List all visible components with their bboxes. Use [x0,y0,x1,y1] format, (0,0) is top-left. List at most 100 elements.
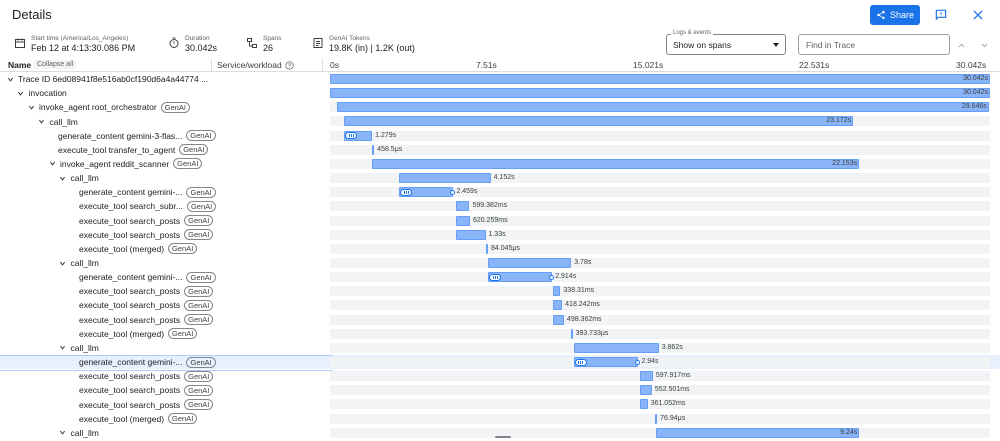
span-row[interactable]: execute_tool (merged) GenAI 76.94μs [0,412,1000,426]
span-bar[interactable] [372,158,860,169]
genai-badge: GenAI [186,130,216,142]
feedback-button[interactable] [932,6,950,24]
span-row[interactable]: generate_content gemini-... GenAI 2.459s [0,185,1000,199]
chevron-down-icon[interactable] [17,89,25,97]
chevron-down-icon[interactable] [59,344,67,352]
timeline-tick: 0s [330,60,339,70]
span-bar[interactable] [337,102,989,113]
span-row[interactable]: generate_content gemini-3-flas... GenAI 1.… [0,129,1000,143]
logs-events-select[interactable]: Logs & events Show on spans [666,30,786,55]
span-name: execute_tool search_posts [79,399,181,410]
span-bar[interactable] [399,173,491,184]
genai-event-icon[interactable] [400,188,413,196]
span-row[interactable]: call_llm 3.78s [0,256,1000,270]
span-row[interactable]: Trace ID 6ed08941f8e516ab0cf190d6a4a4477… [0,72,1000,86]
span-row[interactable]: generate_content gemini-... GenAI 2.914s [0,270,1000,284]
resize-handle[interactable] [495,436,511,438]
span-bar[interactable] [344,130,373,141]
span-bar[interactable] [570,328,573,339]
span-bar[interactable] [456,201,470,212]
timeline-lane [330,130,990,141]
span-bar[interactable] [344,116,854,127]
chevron-down-icon [981,43,987,47]
span-name: invoke_agent reddit_scanner [60,158,170,169]
span-row[interactable]: call_llm 9.24s [0,426,1000,440]
span-bar[interactable] [639,399,648,410]
span-duration: 2.914s [555,273,577,281]
span-bar[interactable] [330,88,990,99]
span-row[interactable]: execute_tool search_posts GenAI 552.501ms [0,383,1000,397]
event-marker[interactable] [549,274,555,280]
collapse-all-button[interactable]: Collapse all [34,60,77,69]
help-icon[interactable] [285,60,294,70]
genai-badge: GenAI [184,285,214,297]
span-row[interactable]: execute_tool (merged) GenAI 84.045μs [0,242,1000,256]
span-bar[interactable] [552,314,564,325]
span-name: execute_tool search_posts [79,385,181,396]
chevron-down-icon[interactable] [59,259,67,267]
chevron-down-icon[interactable] [48,160,56,168]
column-divider[interactable] [322,59,323,71]
chevron-down-icon[interactable] [59,429,67,437]
span-bar[interactable] [488,257,572,268]
span-bar[interactable] [330,74,990,84]
span-bar[interactable] [573,342,659,353]
span-row[interactable]: execute_tool search_subr... GenAI 599.382m… [0,199,1000,213]
chevron-down-icon[interactable] [59,174,67,182]
span-row[interactable]: execute_tool search_posts GenAI 338.31ms [0,284,1000,298]
span-bar[interactable] [456,215,470,226]
span-row[interactable]: execute_tool (merged) GenAI 393.733μs [0,327,1000,341]
span-name-cell: invoke_agent reddit_scanner GenAI [48,157,203,171]
timeline-tick: 7.51s [476,60,497,70]
span-row[interactable]: execute_tool search_posts GenAI 361.052ms [0,397,1000,411]
chevron-down-icon[interactable] [6,75,14,83]
span-bar[interactable] [456,229,486,240]
share-label: Share [889,10,915,20]
next-match-button[interactable] [978,39,990,51]
span-row[interactable]: call_llm 3.862s [0,341,1000,355]
span-row[interactable]: call_llm 23.172s [0,114,1000,128]
find-in-trace-input[interactable] [799,35,949,54]
span-duration: 620.259ms [472,216,508,224]
span-name: execute_tool search_posts [79,229,181,240]
span-bar[interactable] [656,427,860,438]
column-divider[interactable] [211,59,212,71]
genai-badge: GenAI [184,399,214,410]
event-marker[interactable] [635,359,641,365]
span-bar[interactable] [639,371,653,382]
duration-value: 30.042s [185,43,218,53]
span-bar[interactable] [655,413,658,424]
span-bar[interactable] [552,300,563,311]
span-name-cell: generate_content gemini-3-flas... GenAI [58,129,216,143]
span-bar[interactable] [639,385,652,396]
genai-event-icon[interactable] [574,358,587,366]
span-row[interactable]: execute_tool search_posts GenAI 498.362ms [0,313,1000,327]
span-row[interactable]: invoke_agent reddit_scanner GenAI 22.153s [0,157,1000,171]
genai-event-icon[interactable] [489,273,502,281]
span-row[interactable]: execute_tool search_posts GenAI 418.242ms [0,298,1000,312]
span-name: call_llm [70,258,99,268]
previous-match-button[interactable] [955,39,967,51]
span-name: execute_tool search_posts [79,215,181,226]
span-name-cell: execute_tool search_posts GenAI [79,284,214,298]
event-marker[interactable] [450,189,456,195]
span-name: execute_tool search_posts [79,300,181,311]
timeline-lane [330,272,990,283]
span-row[interactable]: execute_tool search_posts GenAI 620.259ms [0,214,1000,228]
span-bar[interactable] [485,243,488,254]
span-row[interactable]: execute_tool search_posts GenAI 597.917ms [0,369,1000,383]
span-row[interactable]: invocation 30.042s [0,86,1000,100]
span-row[interactable]: generate_content gemini-... GenAI 2.94s [0,355,1000,372]
chevron-down-icon[interactable] [38,118,46,126]
genai-event-icon[interactable] [345,132,358,140]
span-bar[interactable] [552,286,561,297]
span-row[interactable]: call_llm 4.152s [0,171,1000,185]
span-row[interactable]: execute_tool transfer_to_agent GenAI 458.5… [0,143,1000,157]
span-bar[interactable] [372,144,375,155]
span-row[interactable]: execute_tool search_posts GenAI 1.33s [0,228,1000,242]
close-button[interactable] [969,6,987,24]
share-button[interactable]: Share [870,5,920,25]
spans-value: 26 [263,43,274,53]
chevron-down-icon[interactable] [27,103,35,111]
span-row[interactable]: invoke_agent root_orchestrator GenAI 29.64… [0,100,1000,114]
